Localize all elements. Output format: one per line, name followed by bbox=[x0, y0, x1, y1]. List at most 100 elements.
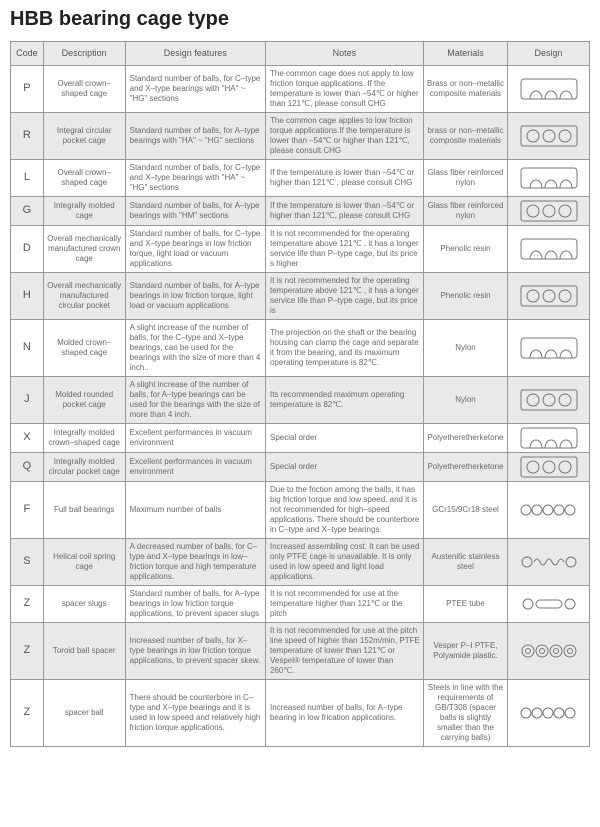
cell-mat: GCr15/9Cr18 steel bbox=[423, 482, 507, 539]
cell-design-icon bbox=[508, 424, 590, 453]
cell-feat: Increased number of balls, for X–type be… bbox=[125, 623, 265, 680]
cell-feat: Standard number of balls, for C–type and… bbox=[125, 160, 265, 197]
header-row: Code Description Design features Notes M… bbox=[11, 42, 590, 66]
cell-code: J bbox=[11, 377, 44, 424]
table-row: DOverall mechanically manufactured crown… bbox=[11, 226, 590, 273]
cell-feat: Standard number of balls, for A–type bea… bbox=[125, 273, 265, 320]
cell-code: G bbox=[11, 197, 44, 226]
table-row: POverall crown–shaped cageStandard numbe… bbox=[11, 66, 590, 113]
cell-desc: Overall crown–shaped cage bbox=[43, 66, 125, 113]
cell-desc: Integrally molded crown–shaped cage bbox=[43, 424, 125, 453]
cell-desc: spacer slugs bbox=[43, 586, 125, 623]
cell-notes: It is not recommended for use at the pit… bbox=[265, 623, 423, 680]
cell-desc: Molded crown–shaped cage bbox=[43, 320, 125, 377]
table-row: XIntegrally molded crown–shaped cageExce… bbox=[11, 424, 590, 453]
cell-desc: Helical coil spring cage bbox=[43, 539, 125, 586]
cell-design-icon bbox=[508, 66, 590, 113]
cell-desc: Full ball bearings bbox=[43, 482, 125, 539]
cell-mat: Phenolic resin bbox=[423, 273, 507, 320]
cell-mat: Brass or non–metallic composite material… bbox=[423, 66, 507, 113]
cell-design-icon bbox=[508, 623, 590, 680]
table-row: Zspacer slugsStandard number of balls, f… bbox=[11, 586, 590, 623]
cell-notes: It is not recommended for the operating … bbox=[265, 273, 423, 320]
cell-notes: Due to the friction among the balls, it … bbox=[265, 482, 423, 539]
table-row: Zspacer ballThere should be counterbore … bbox=[11, 680, 590, 747]
cell-notes: Special order bbox=[265, 453, 423, 482]
cell-design-icon bbox=[508, 482, 590, 539]
cell-code: D bbox=[11, 226, 44, 273]
cell-code: X bbox=[11, 424, 44, 453]
cell-mat: Polyetheretherketone bbox=[423, 453, 507, 482]
cell-code: L bbox=[11, 160, 44, 197]
table-row: JMolded rounded pocket cageA slight incr… bbox=[11, 377, 590, 424]
cell-notes: Special order bbox=[265, 424, 423, 453]
cell-mat: Nylon bbox=[423, 377, 507, 424]
table-row: LOverall crown–shaped cageStandard numbe… bbox=[11, 160, 590, 197]
cell-mat: PTEE tube bbox=[423, 586, 507, 623]
cell-mat: Austenitic stainless steel bbox=[423, 539, 507, 586]
cell-notes: Increased assembling cost. It can be use… bbox=[265, 539, 423, 586]
table-row: RIntegral circular pocket cageStandard n… bbox=[11, 113, 590, 160]
cell-design-icon bbox=[508, 273, 590, 320]
cell-notes: The common cage does not apply to low fr… bbox=[265, 66, 423, 113]
cell-desc: Integrally molded circular pocket cage bbox=[43, 453, 125, 482]
cell-notes: Its recommended maximum operating temper… bbox=[265, 377, 423, 424]
col-desc: Description bbox=[43, 42, 125, 66]
cell-feat: Standard number of balls, for A–type bea… bbox=[125, 113, 265, 160]
cell-design-icon bbox=[508, 226, 590, 273]
cell-desc: Integrally molded cage bbox=[43, 197, 125, 226]
cell-desc: spacer ball bbox=[43, 680, 125, 747]
cell-code: R bbox=[11, 113, 44, 160]
cell-desc: Overall mechanically manufactured crown … bbox=[43, 226, 125, 273]
cell-code: Z bbox=[11, 680, 44, 747]
table-row: GIntegrally molded cageStandard number o… bbox=[11, 197, 590, 226]
cell-design-icon bbox=[508, 539, 590, 586]
cell-feat: Excellent performances in vacuum environ… bbox=[125, 453, 265, 482]
cell-desc: Toroid ball spacer bbox=[43, 623, 125, 680]
cell-feat: Standard number of balls, for A–type bea… bbox=[125, 197, 265, 226]
cell-code: Z bbox=[11, 623, 44, 680]
cell-mat: Steels in line with the requirements of … bbox=[423, 680, 507, 747]
cell-notes: It is not recommended for use at the tem… bbox=[265, 586, 423, 623]
cell-notes: If the temperature is lower than –54℃ or… bbox=[265, 160, 423, 197]
cell-design-icon bbox=[508, 680, 590, 747]
col-notes: Notes bbox=[265, 42, 423, 66]
cell-feat: A decreased number of balls, for C–type … bbox=[125, 539, 265, 586]
cell-feat: There should be counterbore in C–type an… bbox=[125, 680, 265, 747]
cell-design-icon bbox=[508, 453, 590, 482]
cell-design-icon bbox=[508, 197, 590, 226]
cell-mat: Glass fiber reinforced nylon bbox=[423, 197, 507, 226]
cell-desc: Molded rounded pocket cage bbox=[43, 377, 125, 424]
cell-code: S bbox=[11, 539, 44, 586]
cell-code: N bbox=[11, 320, 44, 377]
page-title: HBB bearing cage type bbox=[10, 8, 590, 31]
table-row: QIntegrally molded circular pocket cageE… bbox=[11, 453, 590, 482]
cell-design-icon bbox=[508, 320, 590, 377]
col-design: Design bbox=[508, 42, 590, 66]
cell-notes: If the temperature is lower than –54℃ or… bbox=[265, 197, 423, 226]
cell-feat: Standard number of balls, for C–type and… bbox=[125, 226, 265, 273]
table-row: SHelical coil spring cageA decreased num… bbox=[11, 539, 590, 586]
cell-code: F bbox=[11, 482, 44, 539]
table-row: FFull ball bearingsMaximum number of bal… bbox=[11, 482, 590, 539]
cell-notes: The common cage applies to low friction … bbox=[265, 113, 423, 160]
col-mat: Materials bbox=[423, 42, 507, 66]
col-feat: Design features bbox=[125, 42, 265, 66]
cell-notes: It is not recommended for the operating … bbox=[265, 226, 423, 273]
table-row: HOverall mechanically manufactured circu… bbox=[11, 273, 590, 320]
cell-desc: Overall mechanically manufactured circul… bbox=[43, 273, 125, 320]
cell-design-icon bbox=[508, 377, 590, 424]
cell-code: P bbox=[11, 66, 44, 113]
cell-notes: Increased number of balls, for A–type be… bbox=[265, 680, 423, 747]
cell-feat: Excellent performances in vacuum environ… bbox=[125, 424, 265, 453]
table-row: NMolded crown–shaped cageA slight increa… bbox=[11, 320, 590, 377]
cell-mat: Phenolic resin bbox=[423, 226, 507, 273]
cell-notes: The projection on the shaft or the beari… bbox=[265, 320, 423, 377]
cell-mat: brass or non–metallic composite material… bbox=[423, 113, 507, 160]
cell-desc: Integral circular pocket cage bbox=[43, 113, 125, 160]
cell-code: Q bbox=[11, 453, 44, 482]
col-code: Code bbox=[11, 42, 44, 66]
cell-mat: Nylon bbox=[423, 320, 507, 377]
cell-design-icon bbox=[508, 160, 590, 197]
table-row: ZToroid ball spacerIncreased number of b… bbox=[11, 623, 590, 680]
